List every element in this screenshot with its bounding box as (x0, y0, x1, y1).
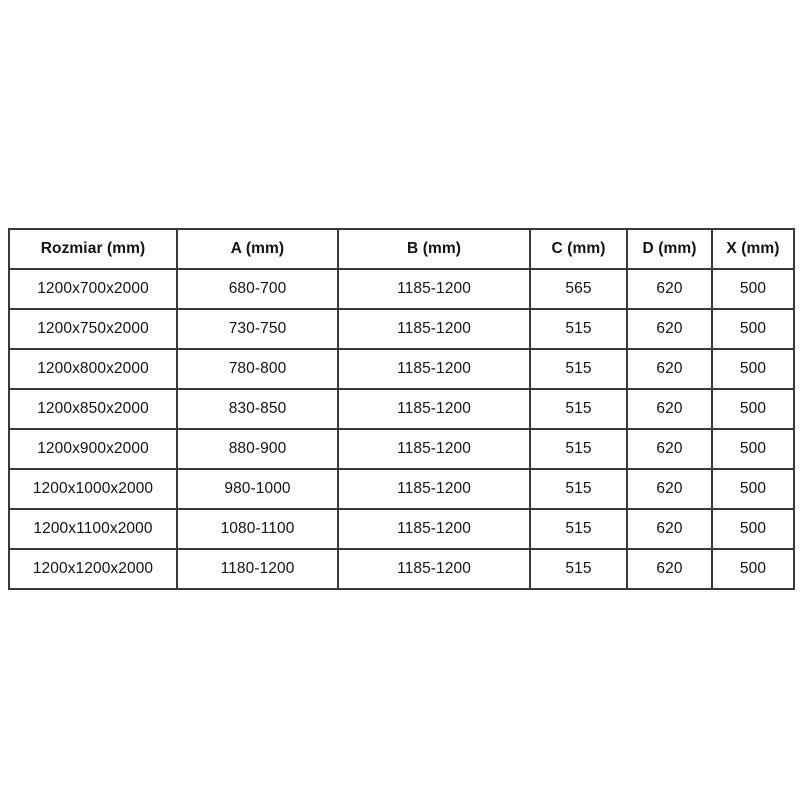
dimensions-table-container: Rozmiar (mm) A (mm) B (mm) C (mm) D (mm)… (8, 228, 795, 590)
table-row: 1200x700x2000 680-700 1185-1200 565 620 … (8, 268, 795, 310)
column-header-b: B (mm) (337, 228, 531, 270)
cell-d: 620 (626, 348, 713, 390)
table-row: 1200x1000x2000 980-1000 1185-1200 515 62… (8, 468, 795, 510)
column-header-d: D (mm) (626, 228, 713, 270)
cell-c: 515 (529, 468, 628, 510)
cell-x: 500 (711, 308, 795, 350)
cell-a: 980-1000 (176, 468, 339, 510)
cell-b: 1185-1200 (337, 308, 531, 350)
cell-c: 565 (529, 268, 628, 310)
cell-d: 620 (626, 468, 713, 510)
cell-x: 500 (711, 388, 795, 430)
cell-b: 1185-1200 (337, 508, 531, 550)
cell-a: 830-850 (176, 388, 339, 430)
cell-size: 1200x1200x2000 (8, 548, 178, 590)
cell-b: 1185-1200 (337, 428, 531, 470)
cell-a: 1180-1200 (176, 548, 339, 590)
cell-c: 515 (529, 308, 628, 350)
cell-c: 515 (529, 548, 628, 590)
cell-size: 1200x750x2000 (8, 308, 178, 350)
cell-a: 1080-1100 (176, 508, 339, 550)
cell-c: 515 (529, 388, 628, 430)
cell-x: 500 (711, 548, 795, 590)
table-row: 1200x1100x2000 1080-1100 1185-1200 515 6… (8, 508, 795, 550)
table-row: 1200x1200x2000 1180-1200 1185-1200 515 6… (8, 548, 795, 590)
table-header: Rozmiar (mm) A (mm) B (mm) C (mm) D (mm)… (8, 228, 795, 270)
cell-size: 1200x900x2000 (8, 428, 178, 470)
cell-c: 515 (529, 508, 628, 550)
dimensions-table: Rozmiar (mm) A (mm) B (mm) C (mm) D (mm)… (8, 228, 795, 590)
table-row: 1200x800x2000 780-800 1185-1200 515 620 … (8, 348, 795, 390)
cell-size: 1200x850x2000 (8, 388, 178, 430)
cell-x: 500 (711, 508, 795, 550)
cell-size: 1200x1000x2000 (8, 468, 178, 510)
cell-b: 1185-1200 (337, 348, 531, 390)
cell-size: 1200x800x2000 (8, 348, 178, 390)
cell-d: 620 (626, 388, 713, 430)
cell-b: 1185-1200 (337, 388, 531, 430)
cell-b: 1185-1200 (337, 548, 531, 590)
cell-a: 680-700 (176, 268, 339, 310)
cell-size: 1200x700x2000 (8, 268, 178, 310)
cell-b: 1185-1200 (337, 268, 531, 310)
cell-x: 500 (711, 468, 795, 510)
table-row: 1200x900x2000 880-900 1185-1200 515 620 … (8, 428, 795, 470)
cell-d: 620 (626, 268, 713, 310)
table-body: 1200x700x2000 680-700 1185-1200 565 620 … (8, 268, 795, 590)
table-row: 1200x850x2000 830-850 1185-1200 515 620 … (8, 388, 795, 430)
cell-b: 1185-1200 (337, 468, 531, 510)
cell-x: 500 (711, 268, 795, 310)
cell-size: 1200x1100x2000 (8, 508, 178, 550)
cell-d: 620 (626, 548, 713, 590)
table-header-row: Rozmiar (mm) A (mm) B (mm) C (mm) D (mm)… (8, 228, 795, 270)
column-header-a: A (mm) (176, 228, 339, 270)
cell-c: 515 (529, 348, 628, 390)
column-header-size: Rozmiar (mm) (8, 228, 178, 270)
cell-a: 880-900 (176, 428, 339, 470)
cell-d: 620 (626, 308, 713, 350)
column-header-x: X (mm) (711, 228, 795, 270)
cell-x: 500 (711, 348, 795, 390)
cell-d: 620 (626, 508, 713, 550)
table-row: 1200x750x2000 730-750 1185-1200 515 620 … (8, 308, 795, 350)
cell-d: 620 (626, 428, 713, 470)
cell-a: 730-750 (176, 308, 339, 350)
cell-x: 500 (711, 428, 795, 470)
cell-c: 515 (529, 428, 628, 470)
cell-a: 780-800 (176, 348, 339, 390)
column-header-c: C (mm) (529, 228, 628, 270)
